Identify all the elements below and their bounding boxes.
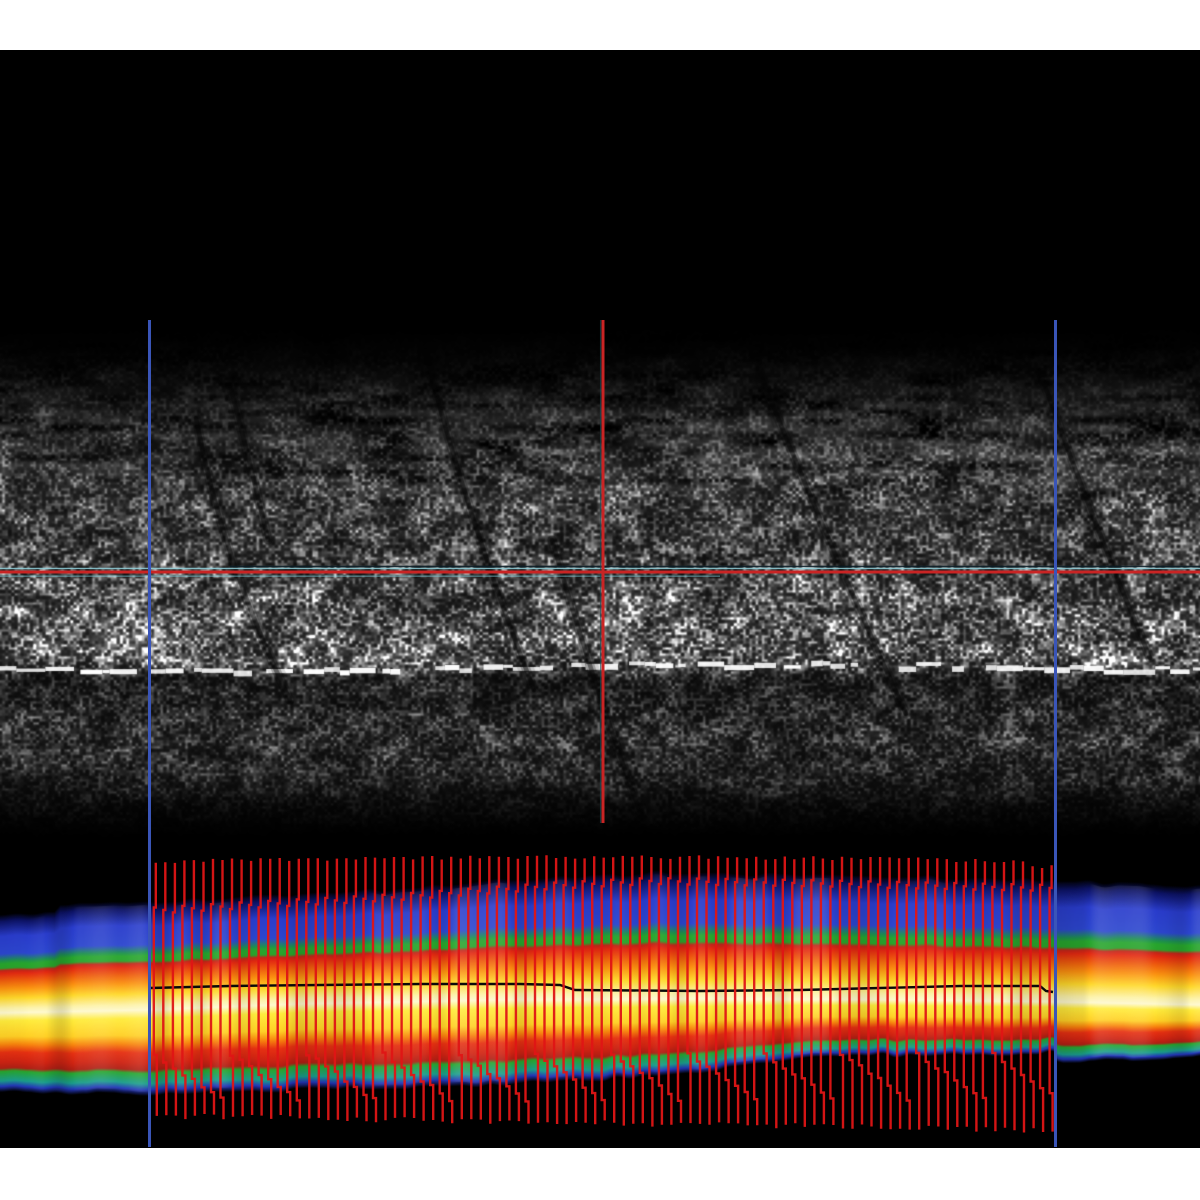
top-margin [0,0,1200,50]
beam-centroid-trace [149,982,1054,994]
measurement-overlay [0,320,1200,1147]
beam-tick-marks [152,855,1054,1133]
bottom-margin [0,1148,1200,1200]
